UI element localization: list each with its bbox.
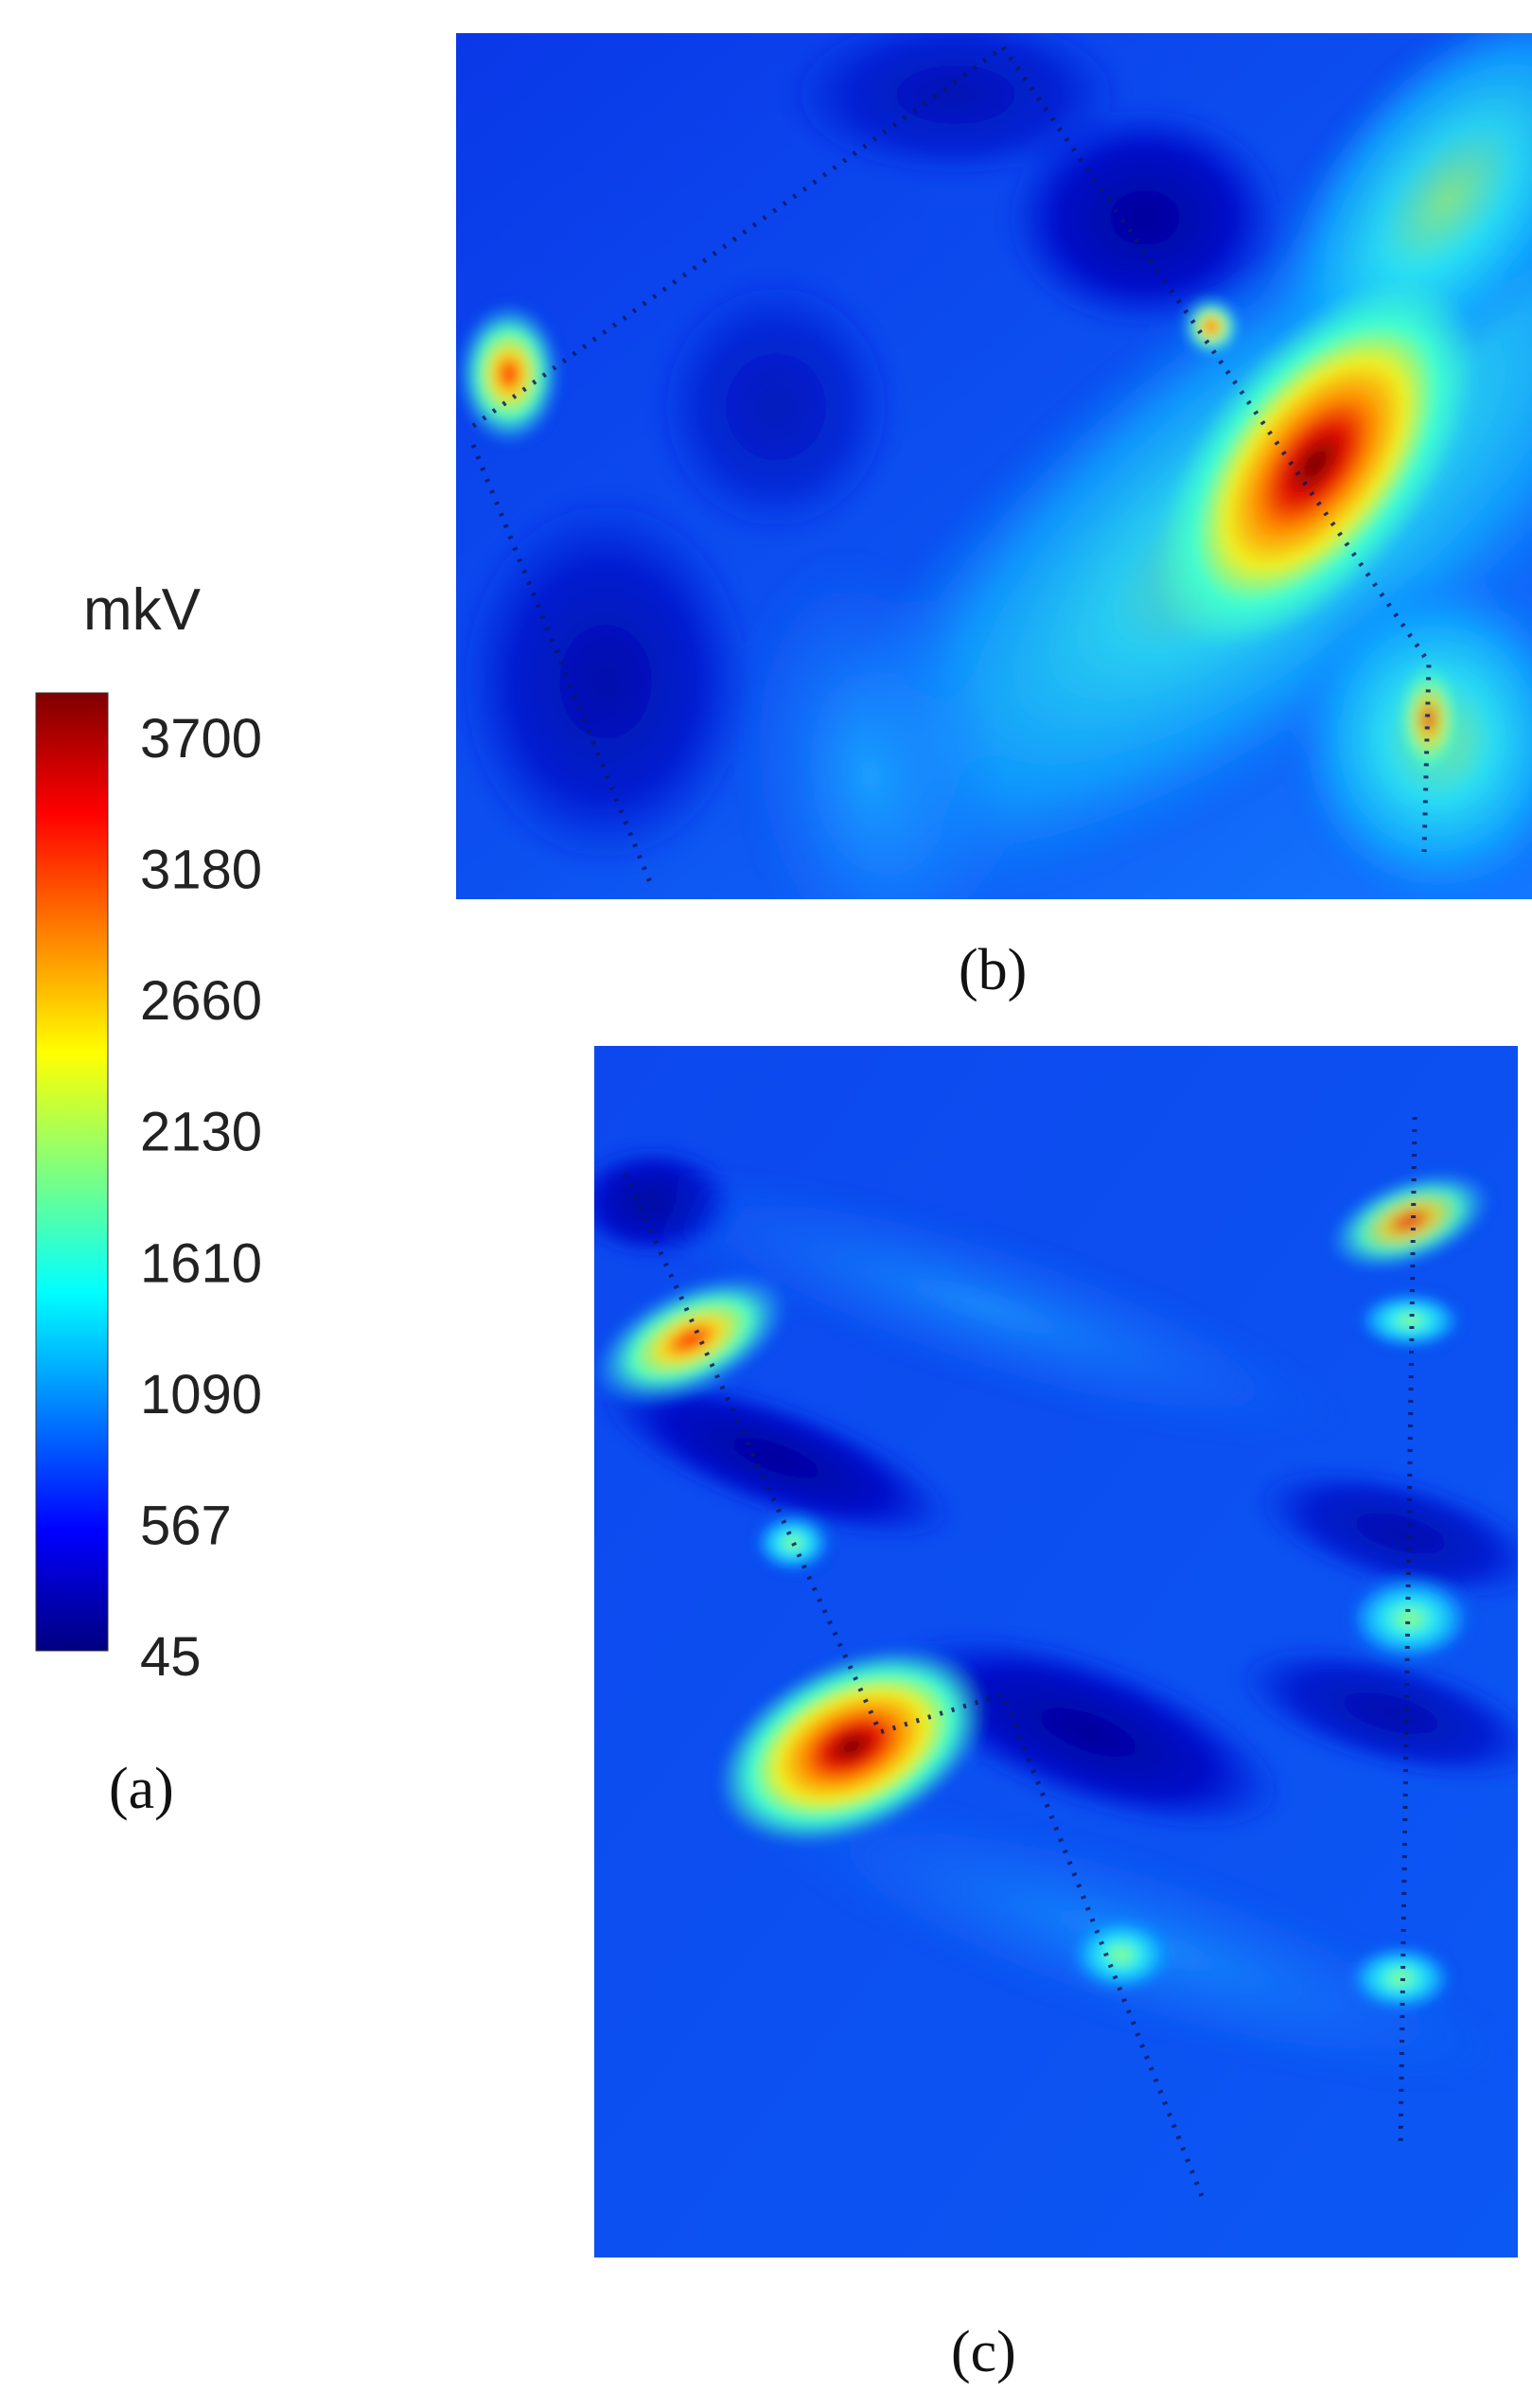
colorbar-tick-label: 2660 — [140, 970, 262, 1032]
colorbar-unit: mkV — [83, 577, 202, 643]
colorbar-tick-label: 1610 — [140, 1232, 262, 1294]
colorbar-tick-label: 45 — [140, 1626, 202, 1688]
colorbar-tick-label: 2130 — [140, 1102, 262, 1163]
colorbar-ticks: 3700 3180 2660 2130 1610 1090 567 45 — [140, 708, 262, 1688]
colorbar — [35, 692, 109, 1652]
colorbar-tick-label: 3180 — [140, 840, 262, 901]
colorbar-panel: mkV 3700 3180 2660 2130 1610 1090 567 45 (a) — [35, 577, 262, 1821]
colorbar-tick-label: 3700 — [140, 708, 262, 770]
heatmap-c: (c) — [594, 1046, 1518, 2384]
panel-label-c: (c) — [951, 2320, 1016, 2384]
colorbar-tick-label: 1090 — [140, 1364, 262, 1425]
heatmap-b: (b) — [456, 33, 1532, 1002]
panel-label-a: (a) — [109, 1757, 174, 1821]
colorbar-tick-label: 567 — [140, 1495, 232, 1556]
panel-label-b: (b) — [959, 938, 1027, 1002]
